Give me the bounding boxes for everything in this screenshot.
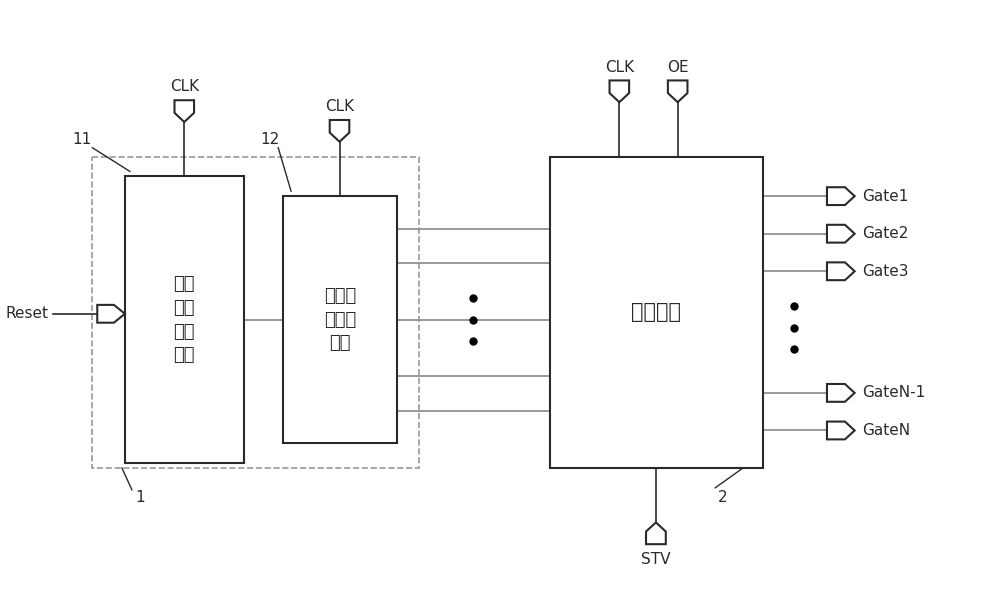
- Text: OE: OE: [667, 60, 688, 74]
- Text: GateN: GateN: [863, 423, 911, 438]
- Text: Gate3: Gate3: [863, 264, 909, 279]
- Text: CLK: CLK: [170, 79, 199, 95]
- Polygon shape: [827, 421, 855, 439]
- Polygon shape: [174, 100, 194, 122]
- Polygon shape: [646, 522, 666, 544]
- Bar: [125, 176, 244, 463]
- Text: CLK: CLK: [605, 60, 634, 74]
- Polygon shape: [827, 187, 855, 205]
- Bar: [550, 157, 763, 468]
- Bar: [92, 157, 419, 468]
- Polygon shape: [330, 120, 349, 142]
- Polygon shape: [827, 225, 855, 242]
- Text: 12: 12: [261, 132, 280, 147]
- Polygon shape: [97, 305, 125, 323]
- Text: 复位信
号输出
模块: 复位信 号输出 模块: [324, 287, 356, 352]
- Text: 驱动模块: 驱动模块: [631, 303, 681, 322]
- Text: GateN-1: GateN-1: [863, 385, 926, 400]
- Text: Gate2: Gate2: [863, 226, 909, 241]
- Text: CLK: CLK: [325, 99, 354, 114]
- Text: 1: 1: [135, 490, 145, 505]
- Text: Reset: Reset: [6, 306, 49, 322]
- Polygon shape: [610, 80, 629, 102]
- Polygon shape: [827, 384, 855, 402]
- Polygon shape: [827, 262, 855, 280]
- Text: 2: 2: [718, 490, 728, 505]
- Text: 复位
信号
维持
模块: 复位 信号 维持 模块: [174, 275, 195, 364]
- Polygon shape: [668, 80, 687, 102]
- Bar: [283, 196, 397, 443]
- Text: Gate1: Gate1: [863, 189, 909, 204]
- Text: 11: 11: [73, 132, 92, 147]
- Text: STV: STV: [641, 552, 671, 567]
